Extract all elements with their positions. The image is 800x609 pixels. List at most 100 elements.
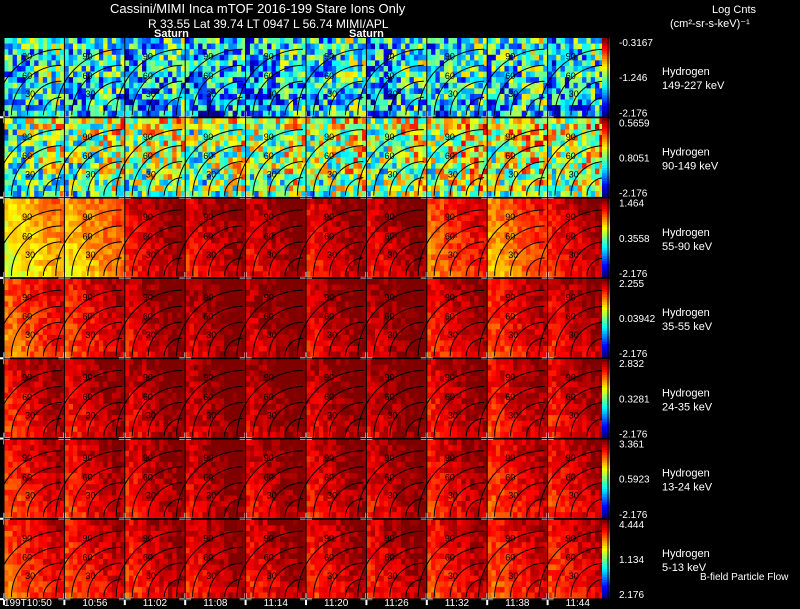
pixel	[280, 135, 285, 141]
pixel	[16, 215, 22, 222]
pixel	[392, 54, 397, 61]
pixel	[81, 93, 87, 100]
pixel	[146, 118, 151, 125]
pixel	[521, 174, 527, 181]
pixel	[469, 54, 475, 61]
pixel	[297, 179, 302, 186]
pixel	[8, 49, 13, 56]
pixel	[55, 163, 61, 169]
pixel	[310, 65, 315, 72]
pixel	[336, 123, 341, 130]
pixel	[418, 140, 423, 147]
contour-label: 30	[206, 89, 216, 99]
pixel	[262, 65, 268, 72]
pixel	[94, 220, 100, 227]
pixel	[146, 93, 151, 100]
pixel	[176, 204, 182, 211]
pixel	[538, 38, 544, 44]
pixel	[344, 146, 350, 153]
pixel	[513, 54, 518, 61]
pixel	[202, 99, 208, 106]
pixel	[487, 168, 492, 175]
pixel	[439, 151, 445, 158]
pixel	[150, 163, 156, 169]
pixel	[400, 43, 406, 50]
pixel	[81, 71, 87, 78]
pixel	[129, 118, 134, 125]
pixel	[586, 140, 592, 147]
pixel	[137, 179, 143, 186]
pixel	[51, 71, 57, 78]
pixel	[504, 88, 510, 95]
contour-label: 90	[566, 52, 576, 62]
pixel	[155, 209, 160, 216]
pixel	[219, 232, 225, 239]
pixel	[362, 174, 367, 181]
pixel	[219, 65, 225, 72]
pixel	[538, 99, 544, 106]
pixel	[249, 93, 255, 100]
pixel	[211, 82, 216, 89]
pixel	[267, 118, 272, 125]
pixel	[491, 71, 497, 78]
colorbar-segment	[602, 84, 610, 88]
pixel	[504, 146, 510, 153]
pixel	[418, 185, 423, 192]
pixel	[90, 179, 95, 186]
pixel	[94, 232, 100, 239]
pixel	[120, 265, 126, 272]
pixel	[137, 248, 143, 255]
pixel	[508, 71, 514, 78]
pitch-angle-contour	[510, 161, 545, 196]
pitch-angle-contour	[494, 145, 545, 196]
pixel	[133, 198, 139, 205]
pixel	[258, 174, 264, 181]
pixel	[500, 191, 505, 197]
pixel	[21, 129, 26, 136]
pixel	[517, 38, 523, 44]
energy-range-label: 149-227 keV	[662, 80, 725, 92]
pixel	[64, 105, 70, 111]
pixel	[180, 65, 186, 72]
pixel	[258, 43, 264, 50]
pixel	[500, 43, 505, 50]
pixel	[68, 191, 74, 197]
pixel	[582, 135, 587, 141]
pixel	[176, 185, 182, 192]
pixel	[142, 204, 147, 211]
pixel	[383, 49, 389, 56]
pixel	[107, 71, 113, 78]
pixel	[504, 174, 510, 181]
pixel	[38, 65, 44, 72]
pixel	[236, 49, 242, 56]
pixel	[500, 38, 505, 44]
pixel	[323, 140, 328, 147]
pixel	[521, 157, 527, 164]
pixel	[538, 65, 544, 72]
pixel	[116, 271, 121, 278]
pixel	[577, 93, 583, 100]
pixel	[21, 157, 26, 164]
pitch-angle-contour	[42, 177, 62, 196]
pixel	[81, 179, 87, 186]
pixel	[586, 99, 592, 106]
pixel	[426, 129, 432, 136]
pixel	[224, 260, 229, 267]
pixel	[560, 118, 566, 125]
pixel	[495, 60, 501, 67]
pixel	[366, 135, 372, 141]
pixel	[595, 65, 600, 72]
pixel	[111, 77, 117, 84]
pixel	[310, 110, 315, 117]
pixel	[249, 71, 255, 78]
pixel	[111, 237, 117, 244]
pixel	[375, 140, 380, 147]
pixel	[491, 179, 497, 186]
pixel	[163, 157, 169, 164]
pixel	[275, 65, 281, 72]
pixel	[198, 110, 203, 117]
pixel	[362, 140, 367, 147]
pixel	[595, 43, 600, 50]
pixel	[482, 105, 488, 111]
pixel	[142, 260, 147, 267]
